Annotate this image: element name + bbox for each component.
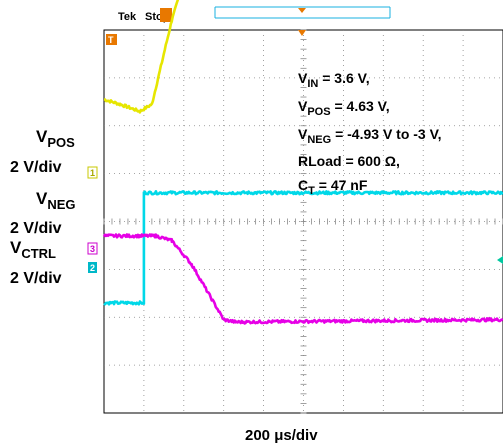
svg-text:VNEG: VNEG bbox=[36, 189, 76, 212]
annotation-vneg: VNEG = -4.93 V to -3 V, bbox=[298, 126, 442, 146]
trigger-time-icon bbox=[298, 30, 306, 36]
ch2-marker: 2 bbox=[88, 262, 97, 273]
vpos-label: VPOS 2 V/div bbox=[10, 127, 75, 176]
trigger-position-icon bbox=[160, 8, 172, 22]
record-trigger-icon bbox=[298, 8, 306, 13]
annotation-ct: CT = 47 nF bbox=[298, 177, 368, 197]
ch3-marker: 3 bbox=[87, 242, 98, 255]
svg-text:1: 1 bbox=[90, 168, 95, 178]
trace-vctrl bbox=[102, 233, 503, 325]
trace-vpos bbox=[103, 0, 180, 114]
brand-logo: Tek bbox=[118, 11, 137, 23]
annotation-rload: RLoad = 600 Ω, bbox=[298, 153, 400, 169]
timebase-label: 200 μs/div bbox=[245, 427, 318, 444]
svg-text:VPOS: VPOS bbox=[36, 127, 75, 150]
trigger-marker-icon bbox=[106, 34, 117, 45]
annotation-vpos: VPOS = 4.63 V, bbox=[298, 98, 390, 118]
svg-text:2: 2 bbox=[90, 263, 95, 273]
trace-vneg bbox=[103, 190, 503, 306]
svg-text:2 V/div: 2 V/div bbox=[10, 220, 62, 237]
traces bbox=[102, 0, 503, 325]
plot-area bbox=[102, 0, 503, 414]
svg-text:2 V/div: 2 V/div bbox=[10, 159, 62, 176]
annotation-vin: VIN = 3.6 V, bbox=[298, 70, 370, 90]
test-conditions: VIN = 3.6 V, VPOS = 4.63 V, VNEG = -4.93… bbox=[298, 70, 442, 197]
trigger-marker-label: T bbox=[108, 35, 114, 45]
graticule bbox=[103, 29, 503, 414]
trigger-level-icon bbox=[497, 256, 503, 264]
scope-header: Tek Stop bbox=[118, 6, 391, 23]
svg-text:VCTRL: VCTRL bbox=[10, 238, 56, 261]
svg-text:2 V/div: 2 V/div bbox=[10, 270, 62, 287]
vneg-label: VNEG 2 V/div bbox=[10, 189, 76, 237]
svg-text:3: 3 bbox=[90, 244, 95, 254]
vctrl-label: VCTRL 2 V/div bbox=[10, 238, 62, 287]
ch1-marker: 1 bbox=[87, 166, 98, 179]
